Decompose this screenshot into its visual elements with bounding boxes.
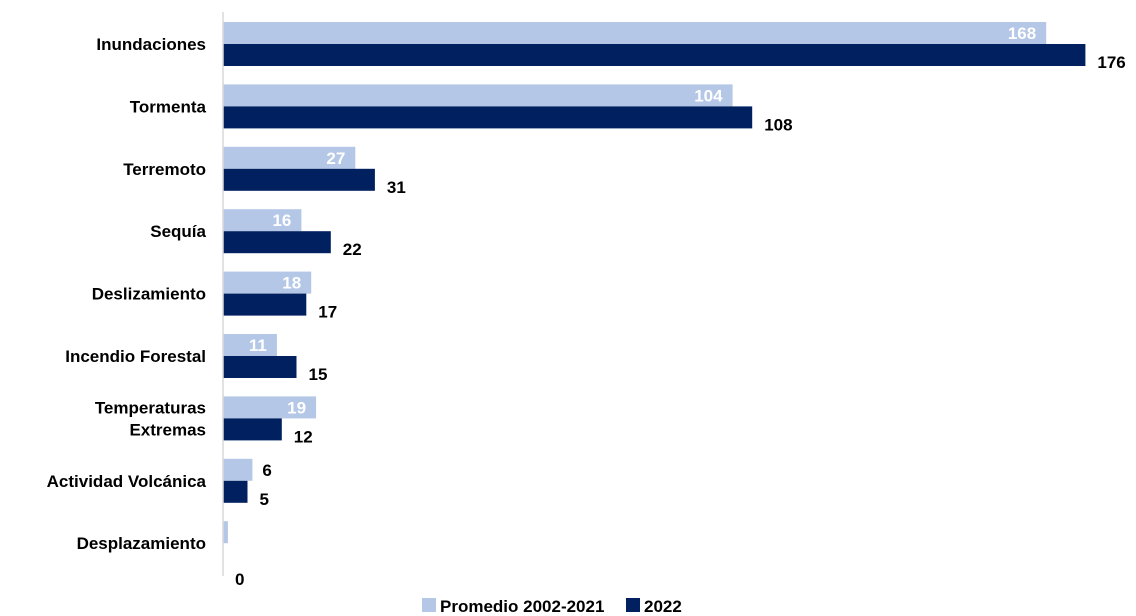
category-label: Terremoto <box>123 160 206 179</box>
data-label: 11 <box>249 336 267 355</box>
category-label: Inundaciones <box>96 35 206 54</box>
bar-2022 <box>223 44 1086 66</box>
category-label: Temperaturas <box>95 398 206 417</box>
data-label: 5 <box>260 490 269 509</box>
bar-promedio <box>223 146 356 169</box>
data-label: 22 <box>343 240 362 259</box>
bar-promedio <box>223 209 302 232</box>
data-label: 15 <box>309 365 328 384</box>
category-label: Extremas <box>129 420 206 439</box>
bar-promedio <box>223 271 312 294</box>
legend: Promedio 2002-2021 2022 <box>422 597 682 616</box>
data-label: 104 <box>694 86 723 105</box>
category-label: Incendio Forestal <box>65 347 206 366</box>
bar-2022 <box>223 168 375 191</box>
category-label: Deslizamiento <box>92 285 206 304</box>
legend-swatch <box>422 598 436 612</box>
bar-2022 <box>223 106 753 129</box>
bar-2022 <box>223 293 307 316</box>
data-label: 108 <box>764 115 792 134</box>
data-label: 17 <box>318 303 337 322</box>
data-label: 16 <box>272 211 291 230</box>
legend-label: 2022 <box>644 597 682 616</box>
category-label: Actividad Volcánica <box>47 472 207 491</box>
bar-promedio <box>223 84 733 107</box>
data-label: 27 <box>326 149 345 168</box>
labels-group: Inundaciones168176Tormenta104108Terremot… <box>47 24 1126 589</box>
category-label: Sequía <box>150 222 206 241</box>
bar-promedio <box>223 458 253 481</box>
data-label: 12 <box>294 427 313 446</box>
bars-group <box>223 22 1086 544</box>
category-label: Tormenta <box>130 97 207 116</box>
bar-promedio <box>223 521 228 544</box>
data-label: 176 <box>1097 53 1125 72</box>
bar-2022 <box>223 356 297 378</box>
legend-label: Promedio 2002-2021 <box>440 597 604 616</box>
data-label: 6 <box>262 461 271 480</box>
bar-2022 <box>223 480 248 503</box>
data-label: 0 <box>235 570 244 589</box>
legend-swatch <box>626 598 640 612</box>
data-label: 19 <box>287 398 306 417</box>
bar-promedio <box>223 22 1047 44</box>
bar-2022 <box>223 231 331 254</box>
data-label: 18 <box>282 274 301 293</box>
data-label: 168 <box>1008 24 1036 43</box>
bar-promedio <box>223 396 317 419</box>
data-label: 31 <box>387 178 406 197</box>
category-label: Desplazamiento <box>77 534 206 553</box>
bar-2022 <box>223 418 282 441</box>
bar-promedio <box>223 334 277 356</box>
